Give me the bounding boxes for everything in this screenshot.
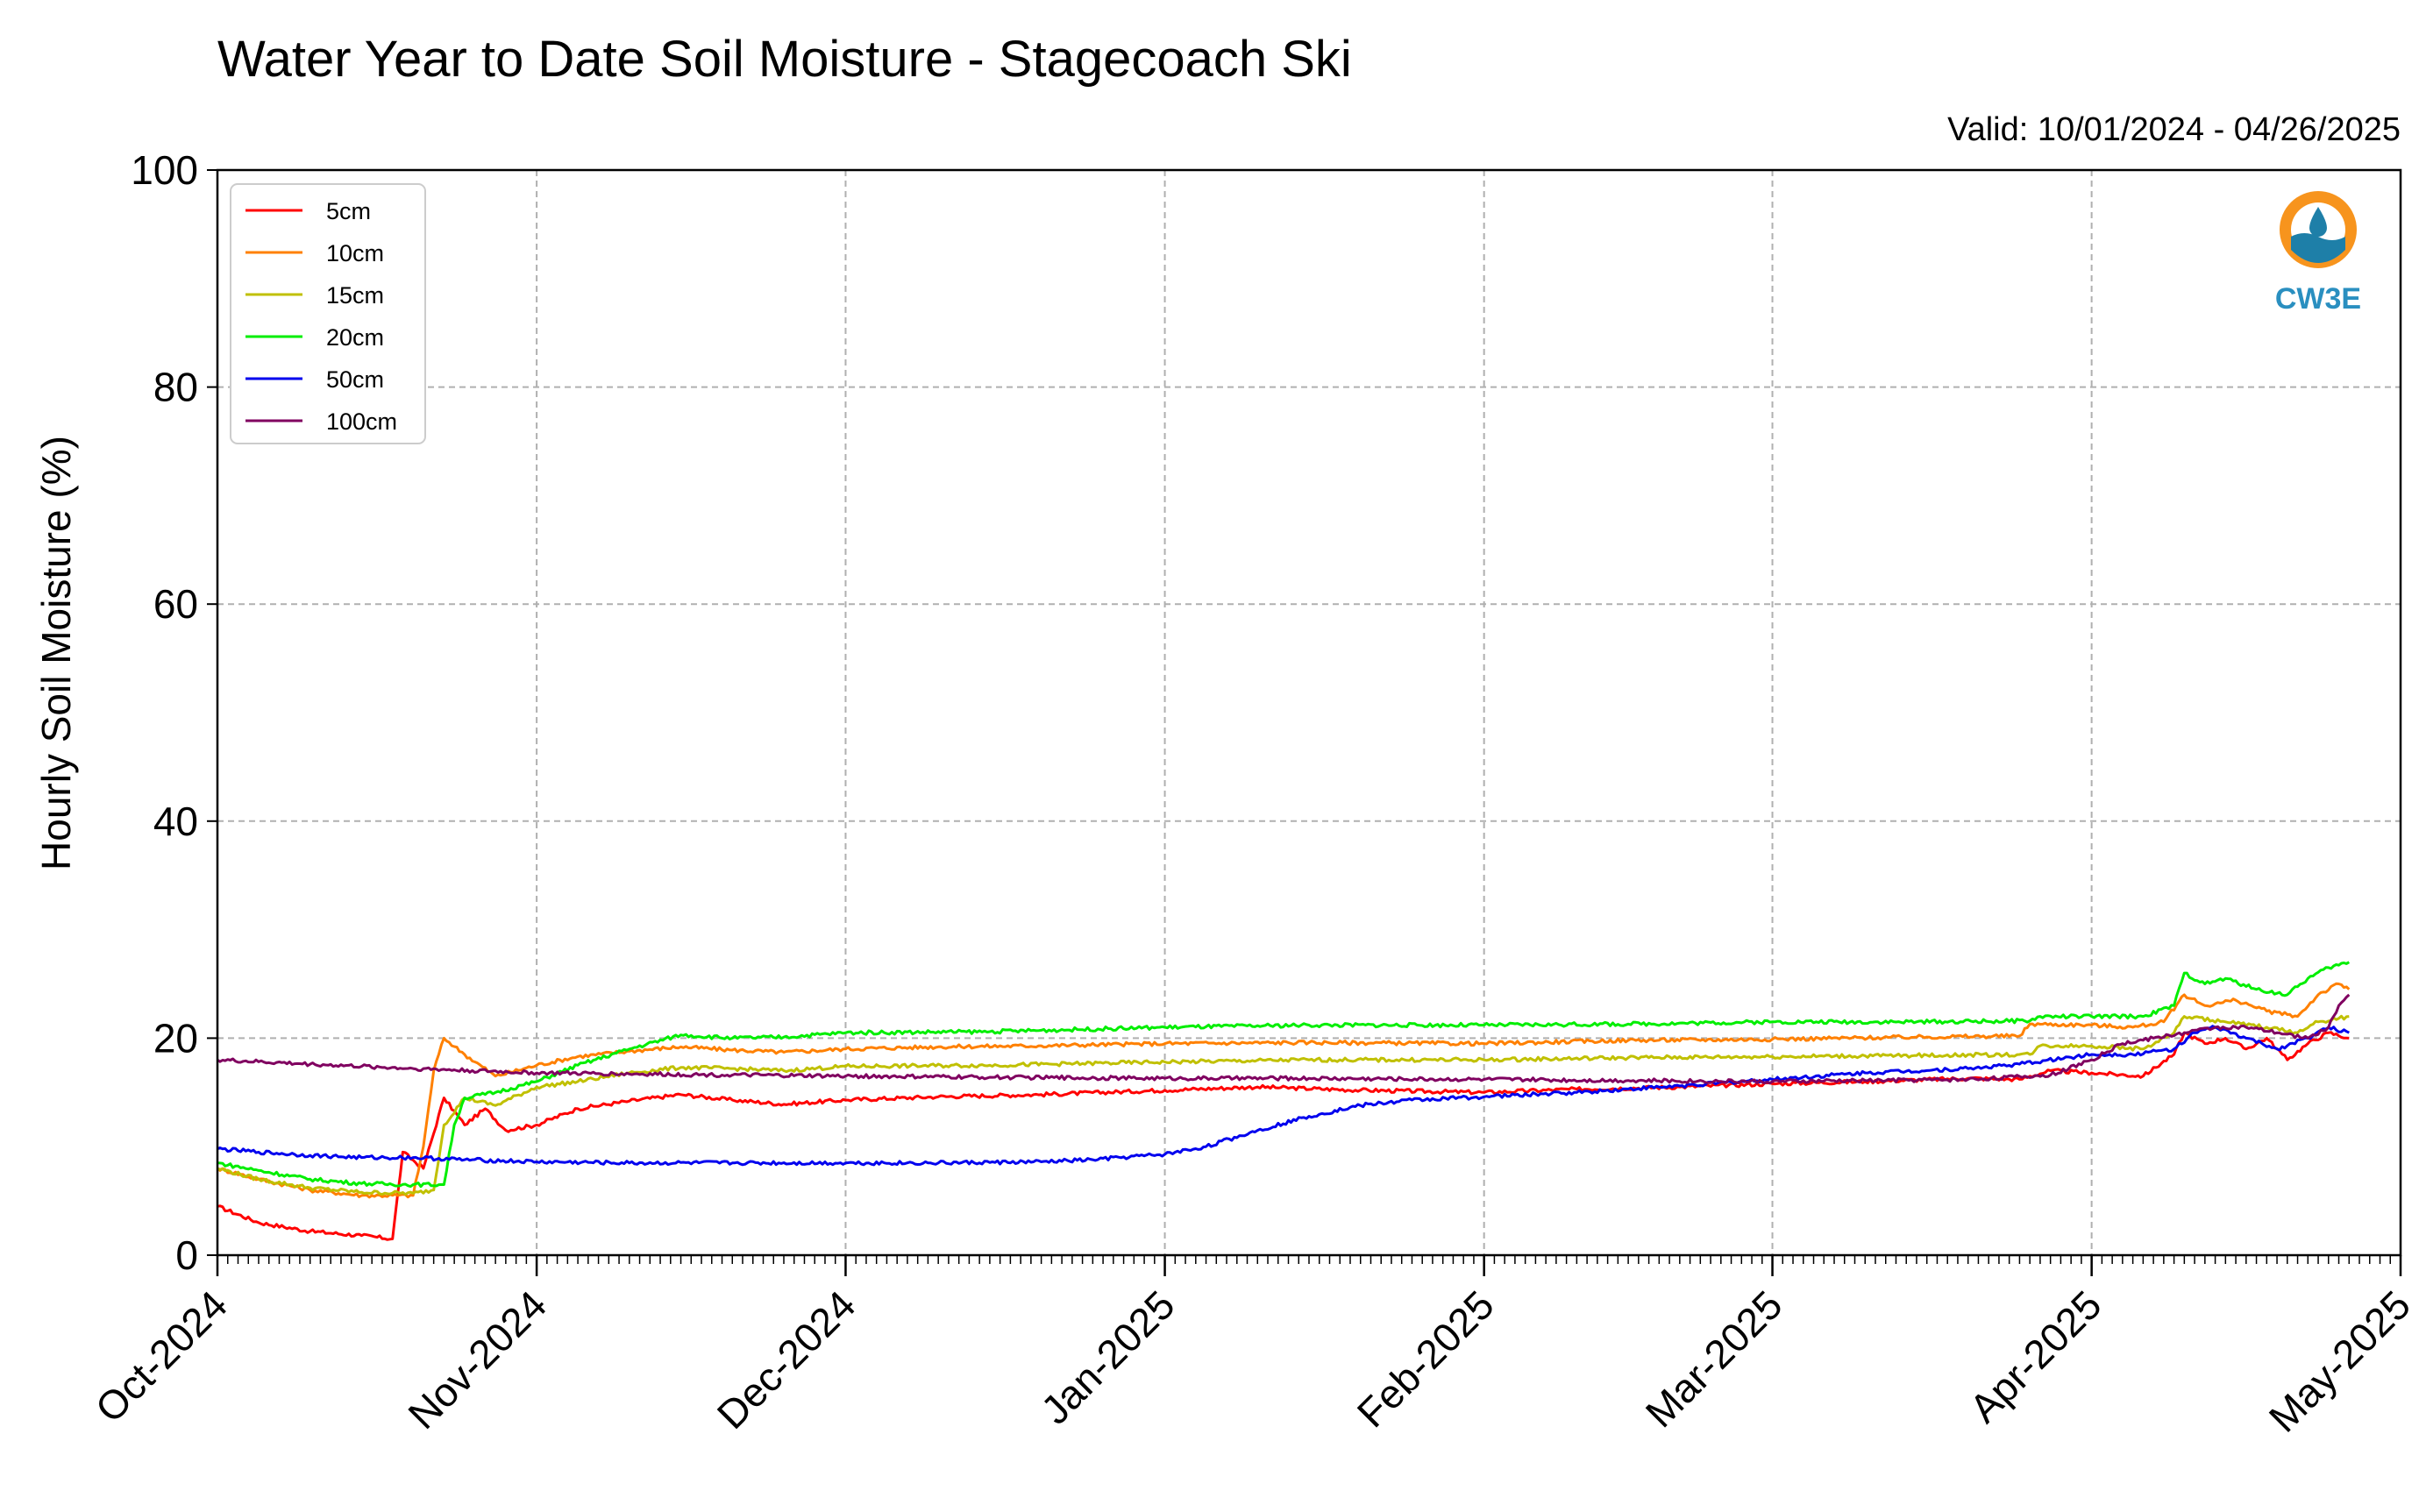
- y-tick-label: 40: [153, 799, 198, 844]
- series-line-15cm: [217, 1014, 2350, 1196]
- x-tick-label: Oct-2024: [87, 1281, 237, 1431]
- y-tick-label: 20: [153, 1015, 198, 1061]
- x-tick-label: Nov-2024: [399, 1281, 555, 1437]
- x-tick-label: Mar-2025: [1637, 1281, 1791, 1436]
- gridlines: [217, 170, 2401, 1255]
- x-tick-labels: Oct-2024 Nov-2024 Dec-2024 Jan-2025 Feb-2025…: [87, 1281, 2420, 1440]
- series-line-20cm: [217, 961, 2351, 1189]
- y-tick-label: 60: [153, 581, 198, 627]
- data-series: [217, 961, 2351, 1241]
- x-tick-label: Dec-2024: [708, 1281, 864, 1437]
- logo-text: CW3E: [2275, 282, 2361, 316]
- series-line-50cm: [217, 1025, 2350, 1167]
- legend-label: 20cm: [326, 324, 384, 351]
- logo-water-icon: [2291, 233, 2345, 263]
- plot-frame: [216, 168, 2402, 1257]
- axes: [207, 168, 2402, 1276]
- logo-drop-icon: [2309, 207, 2327, 237]
- series-line-100cm: [217, 993, 2351, 1085]
- legend-label: 5cm: [326, 198, 371, 224]
- x-tick-label: Feb-2025: [1348, 1281, 1503, 1436]
- y-tick-label: 0: [175, 1232, 198, 1278]
- y-axis-label: Hourly Soil Moisture (%): [33, 436, 79, 870]
- y-tick-labels: 0 20 40 60 80 100: [131, 147, 198, 1278]
- legend-label: 15cm: [326, 282, 384, 309]
- cw3e-logo: CW3E: [2275, 191, 2361, 316]
- chart-title: Water Year to Date Soil Moisture - Stage…: [217, 31, 1352, 88]
- series-line-5cm: [217, 1031, 2350, 1241]
- valid-date-range: Valid: 10/01/2024 - 04/26/2025: [1947, 111, 2401, 148]
- legend-label: 10cm: [326, 240, 384, 266]
- legend-label: 100cm: [326, 408, 397, 435]
- y-tick-label: 100: [131, 147, 198, 193]
- x-tick-label: Apr-2025: [1960, 1281, 2110, 1431]
- x-tick-label: May-2025: [2260, 1281, 2419, 1440]
- series-line-10cm: [217, 982, 2351, 1199]
- legend: 5cm 10cm 15cm 20cm 50cm 100cm: [230, 183, 426, 444]
- x-tick-label: Jan-2025: [1032, 1281, 1183, 1432]
- y-tick-label: 80: [153, 365, 198, 410]
- legend-label: 50cm: [326, 366, 384, 393]
